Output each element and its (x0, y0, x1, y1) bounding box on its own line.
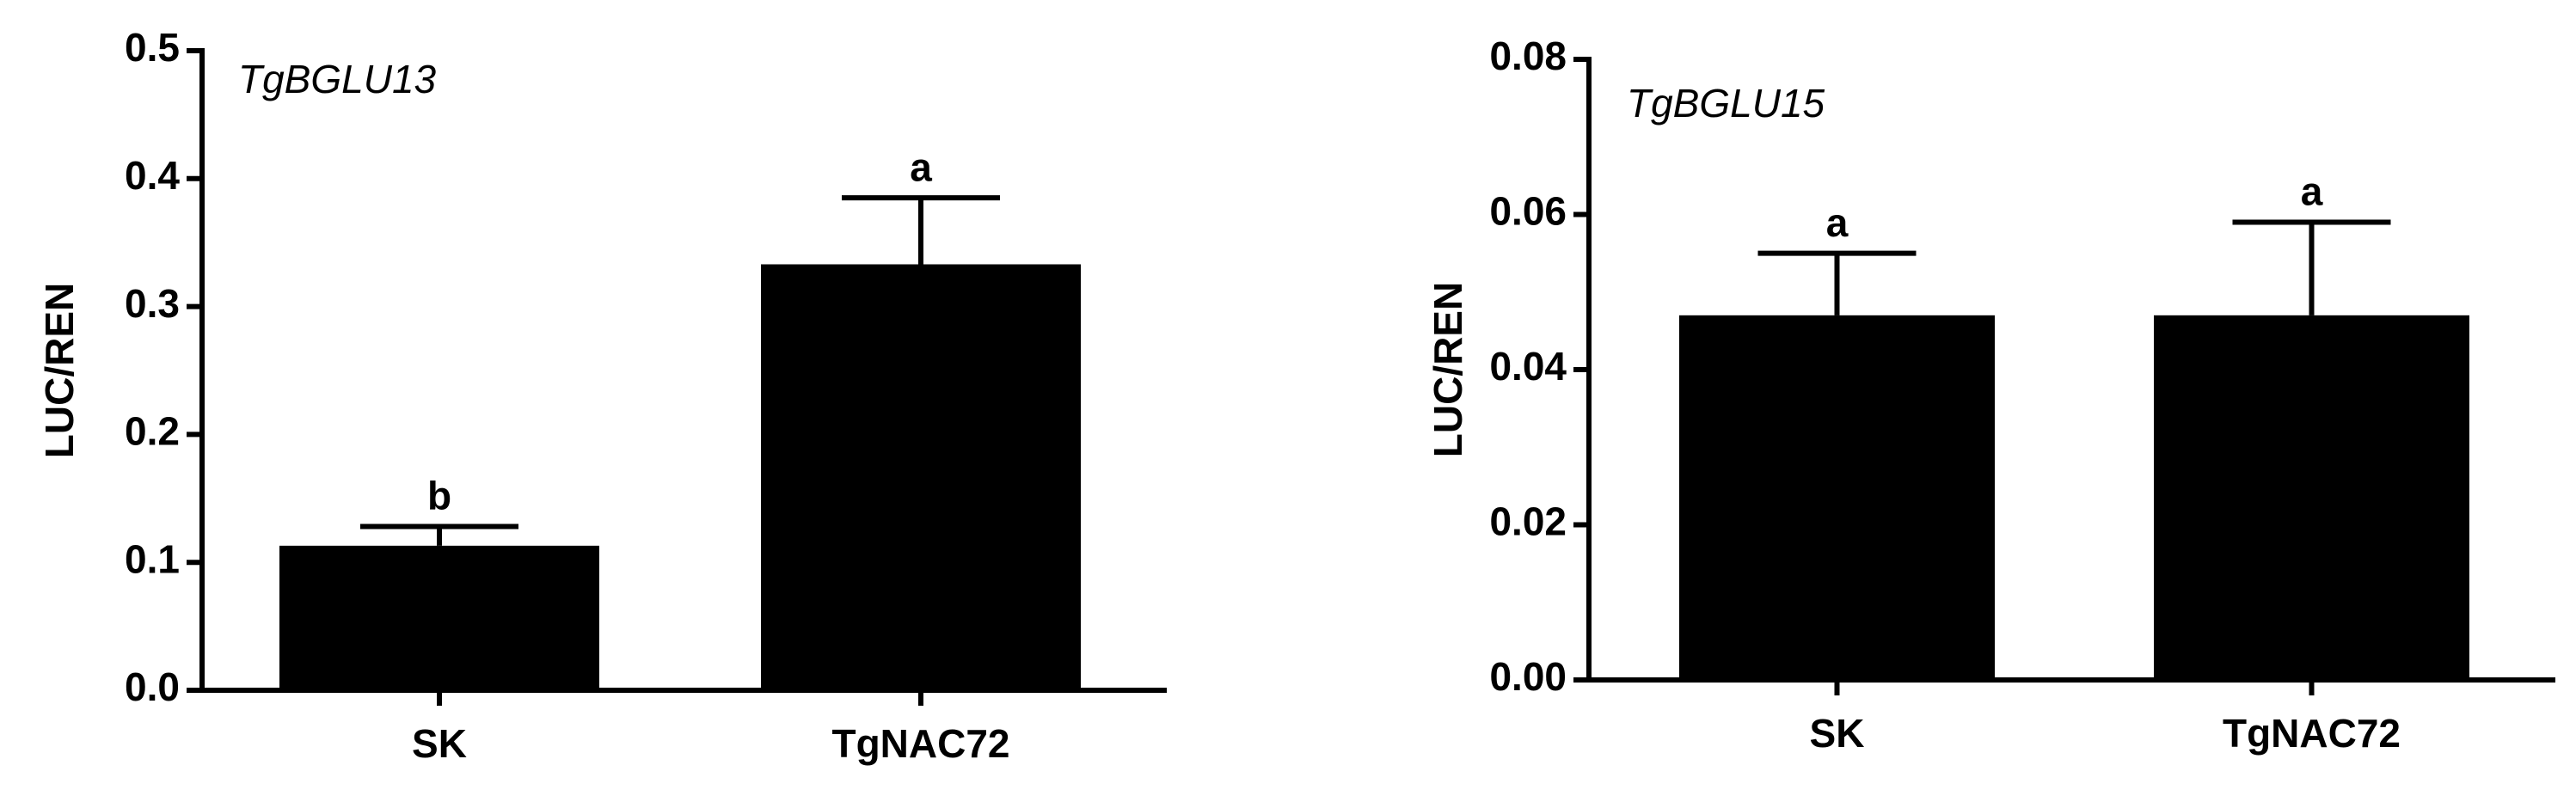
y-tick-label: 0.5 (125, 25, 180, 70)
y-tick-label: 0.1 (125, 536, 180, 581)
y-tick-label: 0.02 (1489, 499, 1567, 544)
significance-label: b (427, 474, 451, 518)
x-tick-label: TgNAC72 (831, 721, 1009, 766)
bar (279, 545, 599, 690)
y-tick-label: 0.4 (125, 153, 180, 198)
x-tick-label: SK (1810, 711, 1865, 756)
x-tick-label: TgNAC72 (2223, 711, 2401, 756)
y-tick-label: 0.0 (125, 664, 180, 709)
significance-label: a (2301, 169, 2323, 214)
chart-title: TgBGLU13 (238, 57, 437, 101)
x-tick-label: SK (412, 721, 467, 766)
y-tick-label: 0.04 (1489, 344, 1567, 389)
y-tick-label: 0.00 (1489, 654, 1567, 699)
y-tick-label: 0.08 (1489, 34, 1567, 78)
y-axis-label: LUC/REN (37, 283, 82, 458)
significance-label: a (1826, 200, 1849, 245)
chart-title: TgBGLU15 (1627, 81, 1825, 126)
y-tick-label: 0.2 (125, 409, 180, 454)
y-tick-label: 0.3 (125, 281, 180, 326)
bar (2154, 315, 2469, 680)
bar (761, 264, 1081, 690)
bar (1679, 315, 1995, 680)
y-axis-label: LUC/REN (1426, 282, 1470, 457)
significance-label: a (910, 144, 932, 189)
y-tick-label: 0.06 (1489, 189, 1567, 234)
